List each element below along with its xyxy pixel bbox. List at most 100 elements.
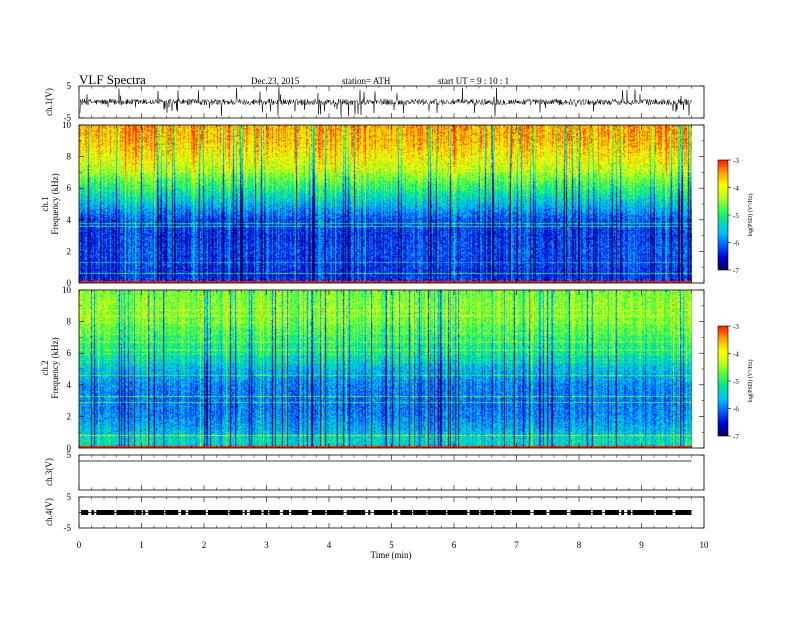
ch4-pulse — [368, 510, 371, 515]
ch2-colorbar-tick-label: -5 — [733, 378, 739, 386]
ch4-pulse — [91, 510, 95, 515]
x-tick-label: 2 — [202, 540, 207, 550]
ch4-pulse — [311, 510, 326, 515]
ch4-pulse — [604, 510, 619, 515]
ch4-pulse — [283, 510, 290, 515]
ch4-pulse — [549, 510, 567, 515]
ch1-colorbar-tick-label: -5 — [733, 212, 739, 220]
x-tick-label: 4 — [327, 540, 332, 550]
ch4-waveform-panel: 5 -5 — [64, 492, 705, 533]
ch4-pulse — [229, 510, 243, 515]
ch1-ylabel: ch.1(V) — [44, 88, 54, 116]
ch4-pulse — [148, 510, 165, 515]
ch1-waveform-ytick-label: -5 — [64, 113, 72, 123]
ch2-spectrogram-ytick-label: 4 — [67, 380, 72, 390]
ch4-pulse — [480, 510, 494, 515]
ch1-spectrogram-panel: 0 2 4 6 8 10 — [62, 120, 705, 288]
ch4-pulse — [269, 510, 280, 515]
ch1-colorbar-tick-label: -4 — [733, 185, 739, 193]
ch1-colorbar-gradient — [718, 160, 728, 270]
ch1-spectrogram-ytick-label: 0 — [67, 278, 72, 288]
ch4-pulse — [627, 510, 631, 515]
ch4-pulse — [495, 510, 511, 515]
x-tick-label: 1 — [139, 540, 144, 550]
ch1-colorbar: -3 -4 -5 -6 -7 log(PSD) (V²/Hz) — [717, 157, 754, 275]
figure-title: VLF Spectra — [79, 72, 146, 87]
ch1-spectrogram-ytick-label: 2 — [67, 246, 72, 256]
ch2-spectrogram-ylabel-channel: ch.2 — [40, 360, 50, 375]
x-tick-label: 3 — [264, 540, 269, 550]
ch2-colorbar: -3 -4 -5 -6 -7 log(PSD) (V²/Hz) — [717, 323, 754, 441]
ch4-pulse — [326, 510, 344, 515]
ch4-ylabel: ch.4(V) — [44, 498, 54, 526]
ch2-spectrogram-ytick-label: 2 — [67, 411, 72, 421]
ch4-waveform-ytick-label: 5 — [67, 492, 72, 502]
ch4-pulse — [511, 510, 531, 515]
ch2-colorbar-tick-label: -7 — [733, 433, 739, 441]
x-tick-label: 0 — [77, 540, 82, 550]
ch1-waveform-line — [79, 87, 692, 117]
ch2-spectrogram-ytick-label: 10 — [62, 285, 72, 295]
ch4-pulse — [413, 510, 427, 515]
ch2-spectrogram-ytick-label: 6 — [67, 348, 72, 358]
ch1-colorbar-tick-label: -7 — [733, 267, 739, 275]
ch4-pulse — [142, 510, 146, 515]
ch4-pulse — [400, 510, 413, 515]
ch2-colorbar-tick-label: -3 — [733, 323, 739, 331]
ch4-pulse — [249, 510, 262, 515]
ch1-spectrogram-ytick-label: 4 — [67, 215, 72, 225]
ch4-pulse — [675, 510, 692, 515]
station-label: station= ATH — [342, 76, 391, 86]
ch4-pulse — [263, 510, 269, 515]
ch2-colorbar-tick-label: -4 — [733, 351, 739, 359]
ch1-spectrogram-ylabel-channel: ch.1 — [40, 196, 50, 211]
ch2-spectrogram-ytick-label: 0 — [67, 443, 72, 453]
ch3-waveform-ytick-label: 5 — [67, 450, 72, 460]
x-tick-label: 8 — [577, 540, 582, 550]
ch1-colorbar-tick-label: -3 — [733, 157, 739, 165]
ch1-spectrogram-image — [79, 125, 692, 283]
ch1-colorbar-label: log(PSD) (V²/Hz) — [747, 194, 754, 237]
ch4-pulse — [96, 510, 115, 515]
ch4-pulse — [135, 510, 142, 515]
ch4-pulse — [207, 510, 229, 515]
ch1-spectrogram-ytick-label: 8 — [67, 152, 72, 162]
ch4-pulse — [621, 510, 625, 515]
ch1-spectrogram-ytick-label: 6 — [67, 183, 72, 193]
x-tick-label: 9 — [639, 540, 644, 550]
ch4-pulse — [533, 510, 547, 515]
ch1-spectrogram-ytick-label: 10 — [62, 120, 72, 130]
ch4-waveform-ytick-label: -5 — [64, 523, 72, 533]
ch3-waveform-panel: 5 — [67, 450, 705, 491]
ch4-pulse — [632, 510, 655, 515]
ch4-pulse — [447, 510, 468, 515]
ch2-spectrogram-panel: 0 2 4 6 8 10 — [62, 285, 705, 453]
ch4-pulse — [469, 510, 480, 515]
x-tick-label: 7 — [514, 540, 519, 550]
ch3-ylabel: ch.3(V) — [44, 458, 54, 486]
x-axis-label: Time (min) — [371, 550, 412, 560]
x-tick-label: 6 — [452, 540, 457, 550]
ch2-spectrogram-image — [79, 290, 692, 448]
ch4-pulse — [165, 510, 179, 515]
ch4-pulse — [570, 510, 592, 515]
ch2-colorbar-gradient — [718, 326, 728, 436]
ch3-waveform-frame — [78, 454, 705, 491]
ch1-waveform-ytick-label: 5 — [67, 81, 72, 91]
ch4-pulse — [116, 510, 135, 515]
ch4-pulse — [374, 510, 392, 515]
ch2-colorbar-label: log(PSD) (V²/Hz) — [747, 360, 754, 403]
x-tick-label: 10 — [700, 540, 710, 550]
start-time-label: start UT = 9 : 10 : 1 — [438, 76, 509, 86]
ch4-pulse — [393, 510, 398, 515]
date-label: Dec.23, 2015 — [251, 76, 300, 86]
ch1-spectrogram-ylabel-freq: Frequency (kHz) — [50, 173, 60, 234]
ch4-pulse — [81, 510, 89, 515]
time-axis: 0 1 2 3 4 5 6 7 8 9 10 — [77, 540, 709, 550]
ch4-pulse — [244, 510, 247, 515]
ch4-pulse — [346, 510, 366, 515]
x-tick-label: 5 — [389, 540, 394, 550]
ch4-pulse — [592, 510, 603, 515]
